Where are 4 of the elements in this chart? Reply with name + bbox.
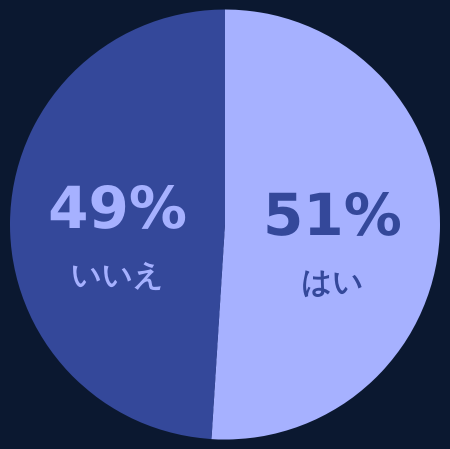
data-label: 51% bbox=[263, 180, 402, 249]
slice-label: はい bbox=[301, 264, 364, 300]
slice-label: いいえ bbox=[71, 258, 164, 294]
data-label: 49% bbox=[48, 174, 187, 242]
